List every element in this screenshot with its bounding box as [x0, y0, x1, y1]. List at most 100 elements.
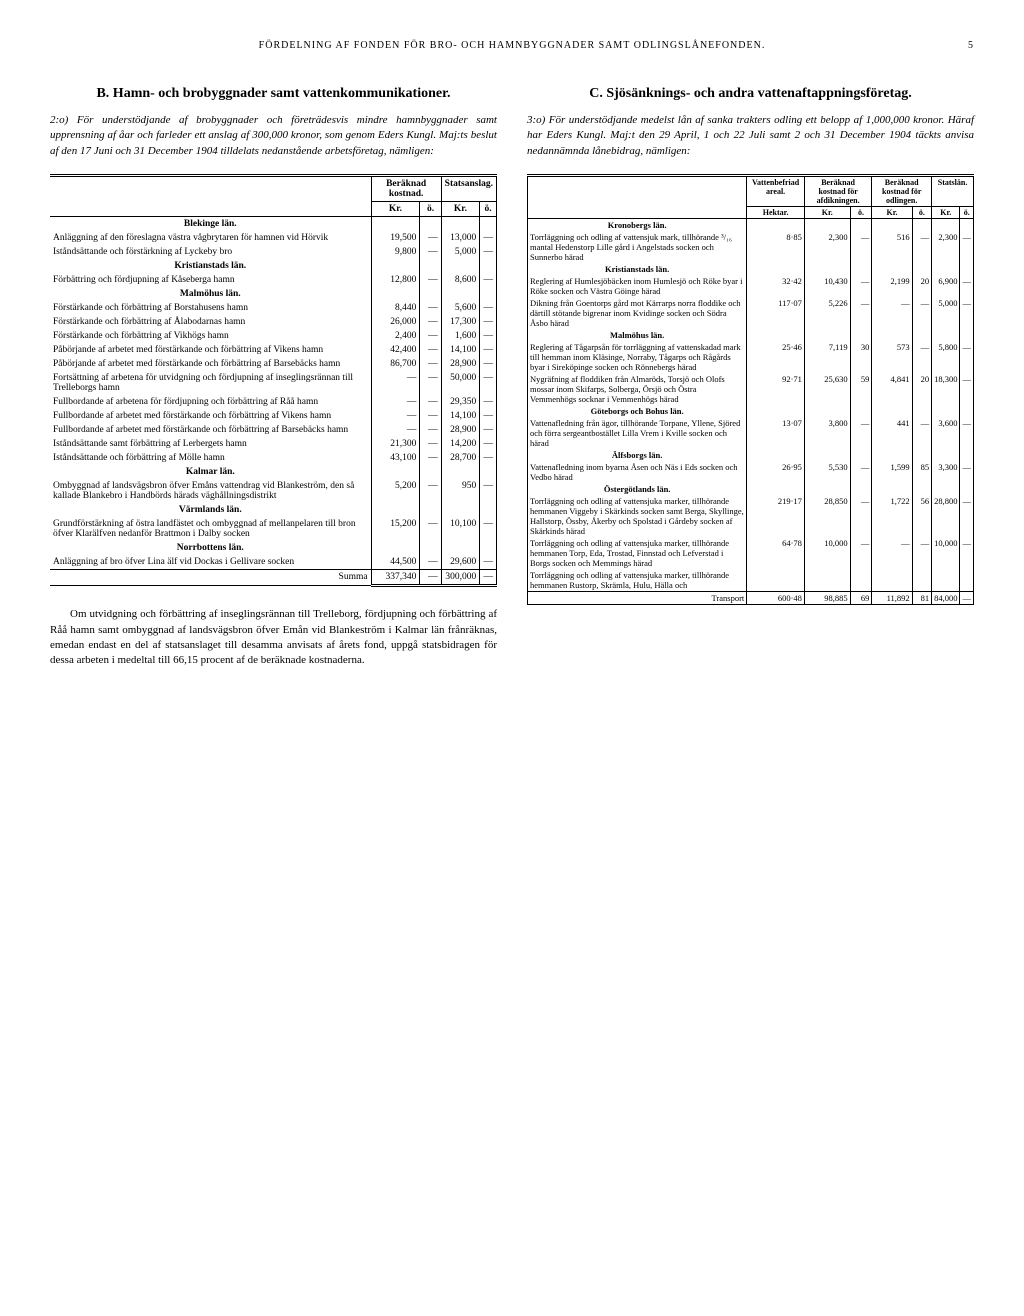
row-desc: Torrläggning och odling af vattensjuka m… [528, 537, 747, 569]
row-desc: Torrläggning och odling af vattensjuk ma… [528, 231, 747, 263]
table-row: Iståndsättande och förstärkning af Lycke… [50, 245, 497, 259]
row-a: 117·07 [747, 297, 805, 329]
region-header: Värmlands län. [50, 503, 371, 517]
row-desc: Påbörjande af arbetet med förstärkande o… [50, 343, 371, 357]
row-desc: Förstärkande och förbättring af Borstahu… [50, 301, 371, 315]
row-c3: 5,800 [932, 341, 960, 373]
region-header: Malmöhus län. [528, 329, 747, 341]
row-desc: Fortsättning af arbetena för utvidgning … [50, 371, 371, 395]
row-c2: — [872, 537, 912, 569]
table-row: Förbättring och fördjupning af Kåseberga… [50, 273, 497, 287]
row-desc: Anläggning af den föreslagna västra vågb… [50, 231, 371, 245]
row-c3: 2,300 [932, 231, 960, 263]
row-c1o: — [850, 417, 872, 449]
row-c2o: — [912, 417, 931, 449]
page-header: FÖRDELNING AF FONDEN FÖR BRO- OCH HAMNBY… [50, 40, 974, 51]
row-c1: 2,300 [804, 231, 850, 263]
row-c2: — [420, 423, 441, 437]
region-header: Kristianstads län. [528, 263, 747, 275]
region-header: Norrbottens län. [50, 541, 371, 555]
row-c3: 18,300 [932, 373, 960, 405]
th-cost: Beräknad kostnad. [371, 176, 441, 202]
row-desc: Reglering af Humlesjöbäcken inom Humlesj… [528, 275, 747, 297]
row-c3o: — [960, 461, 974, 483]
table-row: Fullbordande af arbetena för fördjupning… [50, 395, 497, 409]
row-desc: Dikning från Goentorps gård mot Kärrarps… [528, 297, 747, 329]
th-o: ö. [912, 207, 931, 219]
table-row: Torrläggning och odling af vattensjuka m… [528, 537, 974, 569]
th-kr: Kr. [441, 202, 480, 217]
row-c4: — [480, 395, 497, 409]
row-desc: Torrläggning och odling af vattensjuka m… [528, 495, 747, 537]
row-c4: — [480, 479, 497, 503]
region-header: Kristianstads län. [50, 259, 371, 273]
row-c3: 1,600 [441, 329, 480, 343]
summa-c4: — [480, 570, 497, 586]
row-desc: Anläggning af bro öfver Lina älf vid Doc… [50, 555, 371, 570]
row-c1: 44,500 [371, 555, 420, 570]
row-desc: Vattenafledning inom byarna Åsen och Näs… [528, 461, 747, 483]
row-c1: 26,000 [371, 315, 420, 329]
row-a: 26·95 [747, 461, 805, 483]
tr-c2o: 81 [912, 592, 931, 605]
th-kr: Kr. [932, 207, 960, 219]
row-c2o [912, 569, 931, 592]
section-b-title: B. Hamn- och brobyggnader samt vattenkom… [50, 86, 497, 102]
row-c2: — [420, 395, 441, 409]
row-c3: 3,600 [932, 417, 960, 449]
th-grant: Statsanslag. [441, 176, 496, 202]
row-c2: — [420, 437, 441, 451]
section-b-bottom: Om utvidgning och förbättring af insegli… [50, 607, 497, 669]
th-o: ö. [960, 207, 974, 219]
table-c: Vattenbefriad areal. Beräknad kostnad fö… [527, 174, 974, 605]
th-o: ö. [850, 207, 872, 219]
row-c3: 5,000 [932, 297, 960, 329]
row-c3: 5,600 [441, 301, 480, 315]
page-number: 5 [968, 40, 974, 51]
row-c2: — [420, 315, 441, 329]
header-text: FÖRDELNING AF FONDEN FÖR BRO- OCH HAMNBY… [259, 40, 766, 51]
section-c-title: C. Sjösänknings- och andra vattenaftappn… [527, 86, 974, 102]
row-desc: Förbättring och fördjupning af Kåseberga… [50, 273, 371, 287]
row-a: 8·85 [747, 231, 805, 263]
row-c2: — [420, 517, 441, 541]
region-header: Älfsborgs län. [528, 449, 747, 461]
main-columns: B. Hamn- och brobyggnader samt vattenkom… [50, 71, 974, 680]
summa-c3: 300,000 [441, 570, 480, 586]
row-desc: Torrläggning och odling af vattensjuka m… [528, 569, 747, 592]
th-cost-drain: Beräknad kostnad för afdikningen. [804, 176, 871, 207]
row-desc: Påbörjande af arbetet med förstärkande o… [50, 357, 371, 371]
row-c4: — [480, 245, 497, 259]
row-c4: — [480, 315, 497, 329]
row-c2o: 20 [912, 373, 931, 405]
row-c3o: — [960, 231, 974, 263]
table-row: Vattenafledning inom byarna Åsen och Näs… [528, 461, 974, 483]
table-row: Torrläggning och odling af vattensjuka m… [528, 495, 974, 537]
table-row: Reglering af Humlesjöbäcken inom Humlesj… [528, 275, 974, 297]
table-row: Fullbordande af arbetet med förstärkande… [50, 409, 497, 423]
row-c3: 28,800 [932, 495, 960, 537]
row-c1o: — [850, 461, 872, 483]
row-c3: 6,900 [932, 275, 960, 297]
row-c1: 19,500 [371, 231, 420, 245]
row-desc: Reglering af Tågarpsån för torrläggning … [528, 341, 747, 373]
row-c2: — [420, 409, 441, 423]
row-c1: — [371, 395, 420, 409]
row-c2: 1,599 [872, 461, 912, 483]
row-desc: Iståndsättande och förstärkning af Lycke… [50, 245, 371, 259]
row-c2o: — [912, 231, 931, 263]
row-a: 219·17 [747, 495, 805, 537]
row-c1: 25,630 [804, 373, 850, 405]
row-c1: 42,400 [371, 343, 420, 357]
row-c1: 10,430 [804, 275, 850, 297]
th-o: ö. [420, 202, 441, 217]
table-b: Beräknad kostnad. Statsanslag. Kr. ö. Kr… [50, 174, 497, 587]
table-row: Iståndsättande samt förbättring af Lerbe… [50, 437, 497, 451]
row-c1: 5,200 [371, 479, 420, 503]
row-c2: 573 [872, 341, 912, 373]
table-row: Påbörjande af arbetet med förstärkande o… [50, 343, 497, 357]
table-row: Förstärkande och förbättring af Ålabodar… [50, 315, 497, 329]
th-kr: Kr. [371, 202, 420, 217]
row-desc: Iståndsättande samt förbättring af Lerbe… [50, 437, 371, 451]
row-c1o: 59 [850, 373, 872, 405]
